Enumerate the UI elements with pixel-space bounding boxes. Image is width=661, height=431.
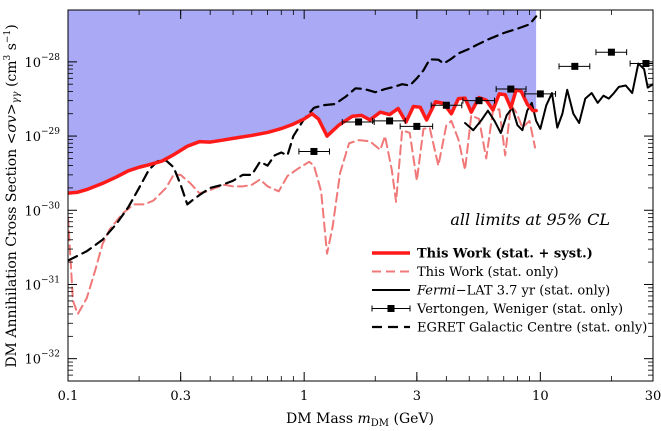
data-point xyxy=(413,122,421,130)
axis-ticks: 0.1 0.3 1 3 10 30 10−32 10−31 10−30 10−29 10−28 xyxy=(24,10,661,404)
y-tick-label: 10−30 xyxy=(24,201,60,219)
x-tick-label: 1 xyxy=(300,389,308,404)
legend-swatch-marker xyxy=(387,305,395,312)
x-tick-label: 30 xyxy=(645,389,661,404)
data-point xyxy=(442,101,450,109)
line-this-work-stat xyxy=(68,104,537,315)
line-fermi-lat xyxy=(464,62,653,134)
data-point xyxy=(310,147,318,155)
data-point xyxy=(386,117,394,125)
data-point xyxy=(571,62,579,70)
data-point xyxy=(475,97,483,105)
data-point xyxy=(355,118,363,126)
legend-label: This Work (stat. only) xyxy=(417,265,559,280)
data-point xyxy=(536,90,544,98)
legend-label: EGRET Galactic Centre (stat. only) xyxy=(417,321,647,336)
annotation: all limits at 95% CL xyxy=(450,210,610,229)
x-axis-label: DM Mass mDM (GeV) xyxy=(286,411,434,429)
y-tick-label: 10−32 xyxy=(24,350,60,368)
legend: This Work (stat. + syst.) This Work (stat… xyxy=(371,247,647,336)
x-tick-label: 3 xyxy=(413,389,421,404)
data-point xyxy=(507,85,515,93)
legend-label: Vertongen, Weniger (stat. only) xyxy=(416,302,623,317)
y-tick-label: 10−29 xyxy=(24,127,60,145)
y-axis-label: DM Annihilation Cross Section <σv>γγ (cm… xyxy=(3,24,22,367)
data-points xyxy=(298,48,654,155)
legend-label: This Work (stat. + syst.) xyxy=(417,247,593,262)
legend-label: Fermi−LAT 3.7 yr (stat. only) xyxy=(416,284,610,299)
line-this-work-syst xyxy=(68,88,538,195)
x-tick-label: 0.1 xyxy=(58,389,79,404)
data-point xyxy=(607,48,615,56)
plot-frame xyxy=(67,9,654,382)
x-tick-label: 10 xyxy=(532,389,549,404)
series-layer xyxy=(68,15,653,315)
y-tick-label: 10−28 xyxy=(24,53,60,71)
y-tick-label: 10−31 xyxy=(24,275,60,293)
x-tick-label: 0.3 xyxy=(170,389,191,404)
data-point xyxy=(642,60,650,68)
